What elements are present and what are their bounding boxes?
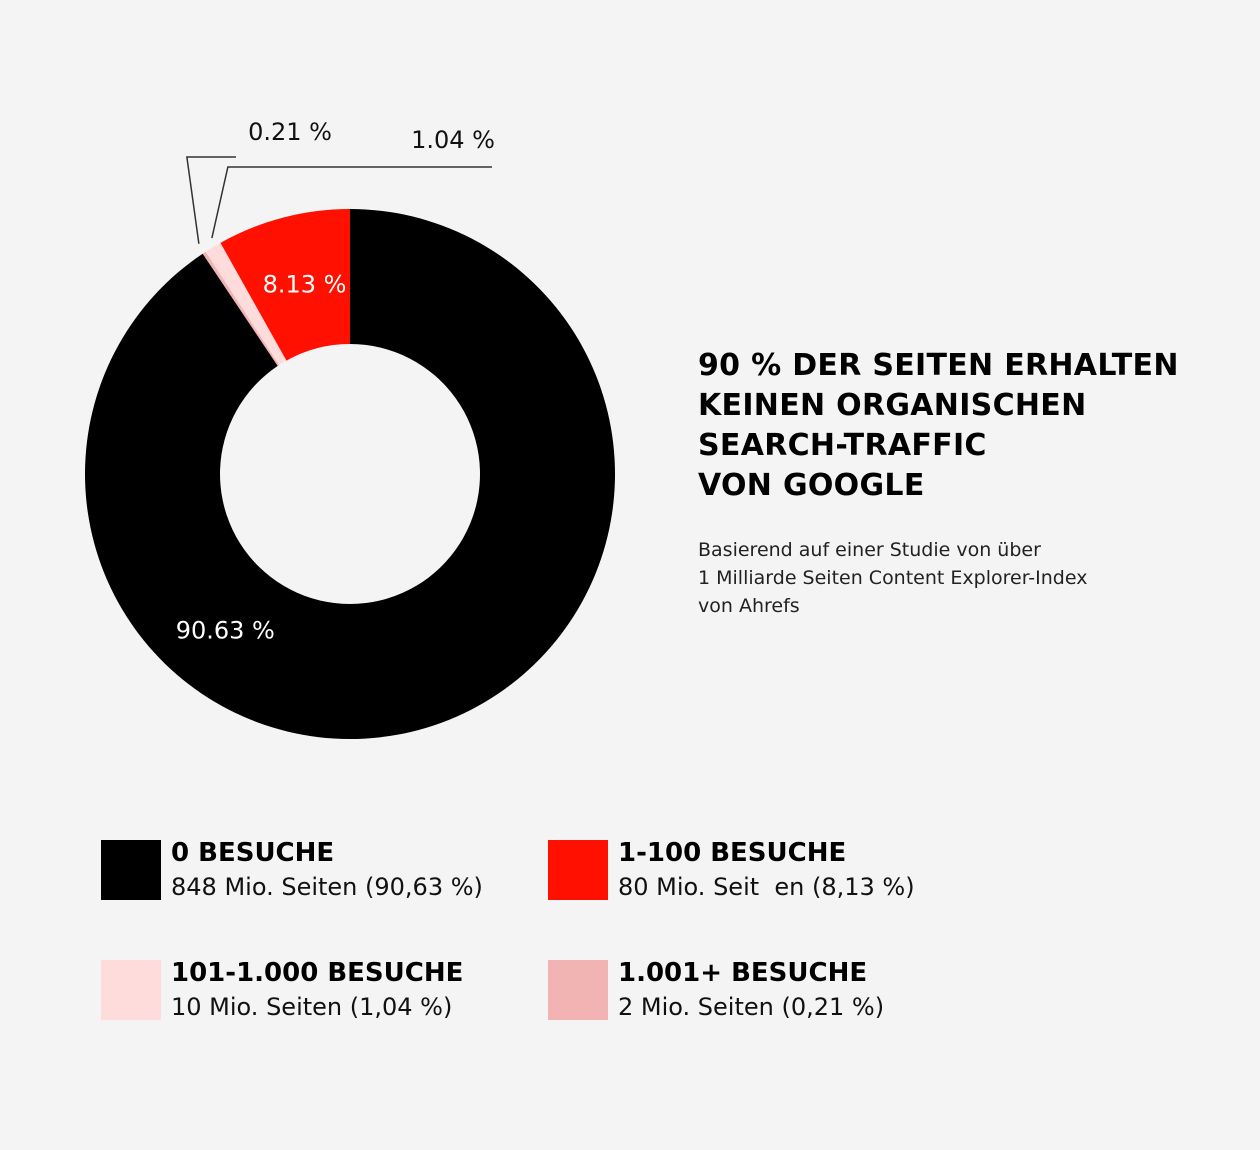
legend-description: 848 Mio. Seiten (90,63 %)	[171, 873, 483, 901]
legend-title: 0 BESUCHE	[171, 838, 335, 868]
data-label-1-001-besuche: 0.21 %	[248, 118, 332, 146]
legend-swatch	[101, 960, 161, 1020]
donut-slice-101-1-000-besuche	[205, 242, 287, 365]
legend-item-0-visits: 0 BESUCHE 848 Mio. Seiten (90,63 %)	[101, 838, 541, 901]
legend-description: 80 Mio. Seit en (8,13 %)	[618, 873, 915, 901]
legend-swatch	[101, 840, 161, 900]
legend-description: 2 Mio. Seiten (0,21 %)	[618, 993, 885, 1021]
legend-description: 10 Mio. Seiten (1,04 %)	[171, 993, 453, 1021]
legend-item-1001-plus-visits: 1.001+ BESUCHE 2 Mio. Seiten (0,21 %)	[548, 958, 988, 1021]
chart-subtitle-line: von Ahrefs	[698, 595, 800, 617]
chart-title: 90 % DER SEITEN ERHALTEN KEINEN ORGANISC…	[698, 346, 1238, 506]
legend-title: 1.001+ BESUCHE	[618, 958, 868, 988]
donut-slice-1-100-besuche	[220, 209, 350, 361]
chart-title-line: VON GOOGLE	[698, 468, 925, 503]
legend-swatch	[548, 960, 608, 1020]
legend-item-101-1000-visits: 101-1.000 BESUCHE 10 Mio. Seiten (1,04 %…	[101, 958, 541, 1021]
leader-line-1-001-besuche	[186, 156, 236, 244]
data-label-1-100-besuche: 8.13 %	[263, 270, 347, 298]
chart-title-line: 90 % DER SEITEN ERHALTEN	[698, 348, 1179, 383]
leader-line-101-1-000-besuche	[211, 166, 492, 239]
chart-subtitle-line: 1 Milliarde Seiten Content Explorer-Inde…	[698, 567, 1088, 589]
chart-title-line: KEINEN ORGANISCHEN	[698, 388, 1087, 423]
legend-swatch	[548, 840, 608, 900]
donut-slice-1-001-besuche	[202, 251, 280, 366]
donut-slice-0-besuche	[84, 209, 616, 739]
legend-item-1-100-visits: 1-100 BESUCHE 80 Mio. Seit en (8,13 %)	[548, 838, 988, 901]
legend-title: 101-1.000 BESUCHE	[171, 958, 464, 988]
chart-title-line: SEARCH-TRAFFIC	[698, 428, 987, 463]
legend-title: 1-100 BESUCHE	[618, 838, 847, 868]
chart-subtitle: Basierend auf einer Studie von über 1 Mi…	[698, 536, 1218, 620]
data-label-0-besuche: 90.63 %	[176, 616, 275, 644]
data-label-101-1-000-besuche: 1.04 %	[411, 126, 495, 154]
chart-subtitle-line: Basierend auf einer Studie von über	[698, 539, 1041, 561]
